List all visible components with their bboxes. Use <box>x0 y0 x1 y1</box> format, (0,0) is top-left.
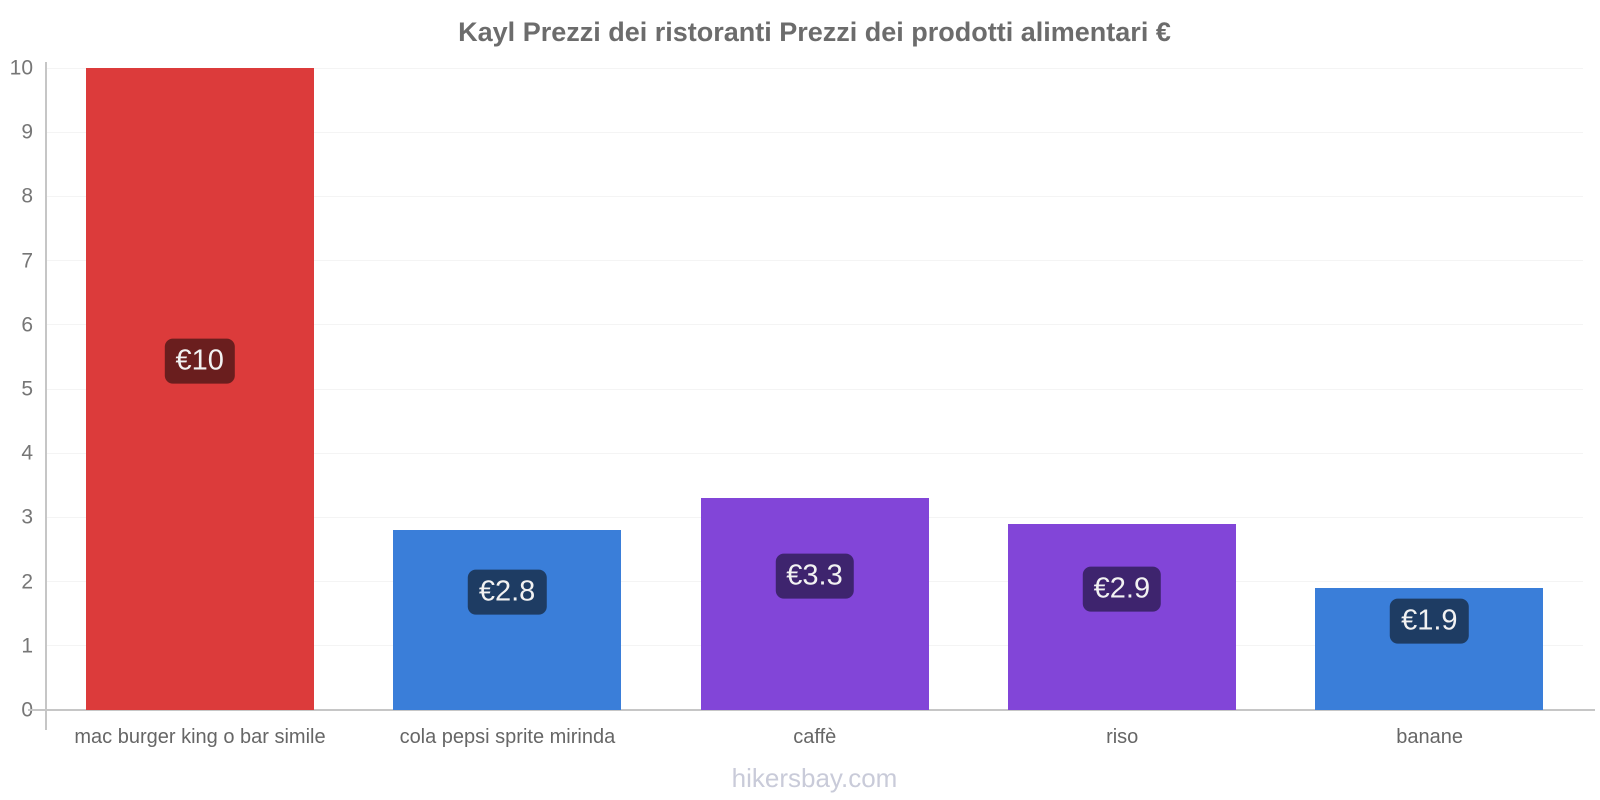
value-badge: €3.3 <box>775 553 854 599</box>
gridline <box>47 67 1583 69</box>
bar-1[interactable]: €2.8 <box>393 530 622 710</box>
y-tick-label: 4 <box>21 441 33 465</box>
x-category-label: riso <box>1106 726 1139 748</box>
y-tick-label: 6 <box>21 313 33 337</box>
bar-0[interactable]: €10 <box>85 68 314 710</box>
y-tick-label: 10 <box>9 56 33 80</box>
y-axis: 0 1 2 3 4 5 6 7 8 9 10 <box>0 0 33 800</box>
y-tick-label: 5 <box>21 377 33 401</box>
value-badge: €10 <box>164 338 235 384</box>
x-category-label: caffè <box>793 726 837 748</box>
y-axis-line <box>45 62 47 730</box>
y-tick-label: 9 <box>21 120 33 144</box>
x-category-label: banane <box>1396 726 1463 748</box>
watermark: hikersbay.com <box>731 763 898 793</box>
y-tick-label: 7 <box>21 249 33 273</box>
y-tick-label: 0 <box>0 700 33 721</box>
y-tick-label: 2 <box>21 570 33 594</box>
bar-3[interactable]: €2.9 <box>1007 523 1236 710</box>
chart-title: Kayl Prezzi dei ristoranti Prezzi dei pr… <box>458 17 1171 47</box>
bar-2[interactable]: €3.3 <box>700 498 929 710</box>
value-badge: €1.9 <box>1390 598 1469 644</box>
gridline <box>47 324 1583 326</box>
value-badge: €2.9 <box>1082 566 1162 612</box>
y-tick-label: 3 <box>21 505 33 529</box>
y-tick-label: 8 <box>21 184 33 208</box>
gridline <box>47 195 1583 197</box>
gridline <box>47 452 1583 454</box>
y-tick-label: 1 <box>21 634 33 658</box>
gridline <box>47 388 1583 390</box>
x-axis-line <box>28 709 1595 711</box>
gridline <box>47 131 1583 133</box>
gridline <box>47 260 1583 262</box>
bar-4[interactable]: €1.9 <box>1315 588 1544 710</box>
x-category-label: cola pepsi sprite mirinda <box>399 726 616 748</box>
x-category-label: mac burger king o bar simile <box>74 726 326 748</box>
value-badge: €2.8 <box>467 569 547 615</box>
